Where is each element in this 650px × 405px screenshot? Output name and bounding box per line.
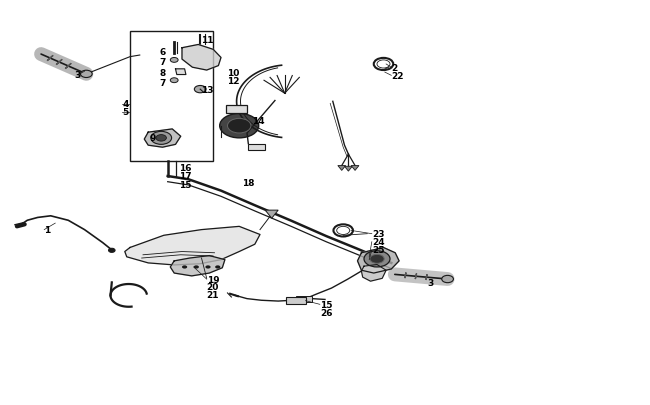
Circle shape <box>170 58 178 63</box>
Polygon shape <box>405 273 406 279</box>
Text: 25: 25 <box>372 246 384 255</box>
Circle shape <box>194 86 206 94</box>
Circle shape <box>364 251 390 267</box>
Text: 13: 13 <box>202 85 214 94</box>
Polygon shape <box>351 166 359 171</box>
Text: 15: 15 <box>320 300 332 309</box>
Circle shape <box>170 79 178 83</box>
Text: 4: 4 <box>122 100 129 109</box>
Text: 12: 12 <box>227 77 240 85</box>
Text: 3: 3 <box>75 70 81 79</box>
Circle shape <box>81 71 92 78</box>
Polygon shape <box>144 130 181 148</box>
Polygon shape <box>344 167 352 172</box>
Text: 10: 10 <box>227 68 240 77</box>
Text: 19: 19 <box>207 275 219 284</box>
Text: 26: 26 <box>320 308 332 317</box>
Text: 14: 14 <box>252 117 265 126</box>
Polygon shape <box>265 211 278 219</box>
Circle shape <box>194 266 199 269</box>
Polygon shape <box>182 45 221 71</box>
Polygon shape <box>415 274 417 279</box>
Text: 22: 22 <box>391 72 404 81</box>
Circle shape <box>182 266 187 269</box>
Circle shape <box>109 249 115 253</box>
Polygon shape <box>361 265 386 281</box>
Text: 1: 1 <box>44 226 51 234</box>
Bar <box>296 296 312 302</box>
Polygon shape <box>170 256 225 276</box>
Text: 2: 2 <box>391 64 398 72</box>
Text: 5: 5 <box>122 108 129 117</box>
Circle shape <box>442 276 454 283</box>
Bar <box>226 106 247 114</box>
Text: 3: 3 <box>428 278 434 287</box>
Polygon shape <box>176 70 186 75</box>
Text: 8: 8 <box>159 68 166 77</box>
Circle shape <box>227 119 251 134</box>
Bar <box>248 144 265 151</box>
Circle shape <box>156 135 166 142</box>
Text: 24: 24 <box>372 238 384 247</box>
Text: 21: 21 <box>207 290 219 299</box>
Circle shape <box>220 114 259 139</box>
Polygon shape <box>358 248 399 273</box>
Polygon shape <box>338 166 346 171</box>
Circle shape <box>215 266 220 269</box>
Text: 7: 7 <box>159 79 166 87</box>
Text: 23: 23 <box>372 230 384 239</box>
Polygon shape <box>56 60 62 66</box>
Polygon shape <box>65 64 72 69</box>
Text: 18: 18 <box>242 179 254 188</box>
Text: 6: 6 <box>159 48 166 57</box>
Text: 9: 9 <box>150 133 156 142</box>
Text: 16: 16 <box>179 164 191 173</box>
Circle shape <box>151 132 172 145</box>
Polygon shape <box>426 275 427 280</box>
Text: 11: 11 <box>202 36 214 45</box>
Bar <box>130 32 213 162</box>
Circle shape <box>205 266 211 269</box>
Text: 20: 20 <box>207 282 219 291</box>
Circle shape <box>370 255 384 264</box>
Polygon shape <box>47 56 53 62</box>
Text: 17: 17 <box>179 172 191 181</box>
Polygon shape <box>125 227 260 265</box>
Text: 7: 7 <box>159 58 166 67</box>
Text: 15: 15 <box>179 181 191 190</box>
Bar <box>286 297 306 305</box>
